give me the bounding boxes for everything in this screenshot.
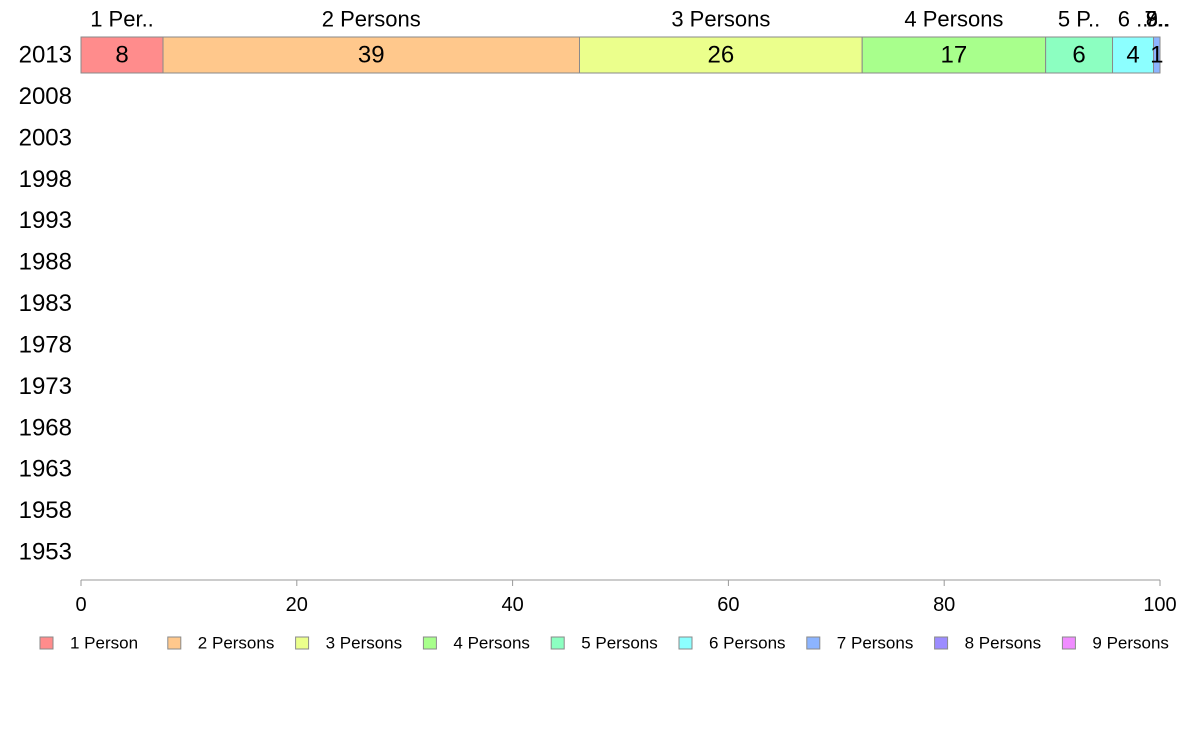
top-series-label: 3 Persons (671, 7, 770, 32)
legend-swatch (295, 636, 310, 650)
row-label-1993: 1993 (19, 207, 72, 234)
x-tick-label: 20 (286, 594, 308, 616)
row-labels: 2013 2008 2003 1998 1993 1988 1983 1978 1973 1968… (19, 42, 72, 566)
bar-segment-5-persons-2013[interactable] (1045, 36, 1114, 74)
legend-swatch (39, 636, 54, 650)
row-label-1953: 1953 (19, 539, 72, 566)
row-label-2008: 2008 (19, 83, 72, 110)
top-series-label: 5 P.. (1058, 7, 1100, 32)
legend-label[interactable]: 1 Person (70, 634, 138, 653)
legend-label[interactable]: 2 Persons (198, 634, 275, 653)
x-tick-label: 80 (933, 594, 955, 616)
legend-swatch (422, 636, 437, 650)
row-label-2003: 2003 (19, 124, 72, 151)
top-series-label: 4 Persons (904, 7, 1003, 32)
legend-label[interactable]: 7 Persons (837, 634, 914, 653)
legend-label[interactable]: 4 Persons (453, 634, 530, 653)
legend-swatch (678, 636, 693, 650)
top-series-label: 6 .. (1118, 7, 1149, 32)
legend: 1 Person 2 Persons 3 Persons 4 Persons 5 Per… (39, 634, 1169, 653)
legend-swatch (806, 636, 821, 650)
segment-value-label: 26 (707, 42, 734, 69)
legend-label[interactable]: 8 Persons (965, 634, 1042, 653)
bars: 8 39 26 17 6 4 1 (80, 36, 1163, 74)
legend-swatch (1061, 636, 1076, 650)
top-series-label: 2 Persons (322, 7, 421, 32)
legend-swatch (934, 636, 949, 650)
segment-value-label: 17 (941, 42, 968, 69)
legend-label[interactable]: 3 Persons (326, 634, 403, 653)
row-label-1968: 1968 (19, 414, 72, 441)
legend-swatch (167, 636, 182, 650)
x-tick-label: 40 (501, 594, 523, 616)
x-tick-label: 100 (1143, 594, 1176, 616)
bar-segment-7-persons-2013[interactable] (1153, 36, 1161, 74)
row-label-1998: 1998 (19, 166, 72, 193)
x-axis: 0 20 40 60 80 100 (75, 579, 1177, 616)
top-series-label: 1 Per.. (90, 7, 154, 32)
legend-label[interactable]: 5 Persons (581, 634, 658, 653)
legend-swatch (550, 636, 565, 650)
row-label-1978: 1978 (19, 331, 72, 358)
segment-value-label: 39 (358, 42, 385, 69)
row-label-1958: 1958 (19, 497, 72, 524)
top-series-label: 9.. (1146, 7, 1170, 32)
x-tick-label: 0 (75, 594, 86, 616)
bar-segment-3-persons-2013[interactable] (578, 36, 863, 74)
row-label-1963: 1963 (19, 456, 72, 483)
top-series-label: 8.. (1146, 7, 1170, 32)
row-label-1988: 1988 (19, 249, 72, 276)
bar-segment-2-persons-2013[interactable] (162, 36, 580, 74)
top-series-label: 7.. (1145, 7, 1169, 32)
top-labels: 1 Per.. 2 Persons 3 Persons 4 Persons 5 P.. 6… (90, 7, 1170, 32)
segment-value-label: 4 (1126, 42, 1139, 69)
bar-segment-6-persons-2013[interactable] (1112, 36, 1155, 74)
segment-value-label: 6 (1072, 42, 1085, 69)
row-label-1973: 1973 (19, 373, 72, 400)
legend-label[interactable]: 9 Persons (1092, 634, 1169, 653)
segment-value-label: 8 (115, 42, 128, 69)
bar-segment-1-person-2013[interactable] (80, 36, 164, 74)
legend-label[interactable]: 6 Persons (709, 634, 786, 653)
segment-value-label: 1 (1150, 42, 1163, 69)
x-tick-label: 60 (717, 594, 739, 616)
row-label-2013: 2013 (19, 42, 72, 69)
row-label-1983: 1983 (19, 290, 72, 317)
